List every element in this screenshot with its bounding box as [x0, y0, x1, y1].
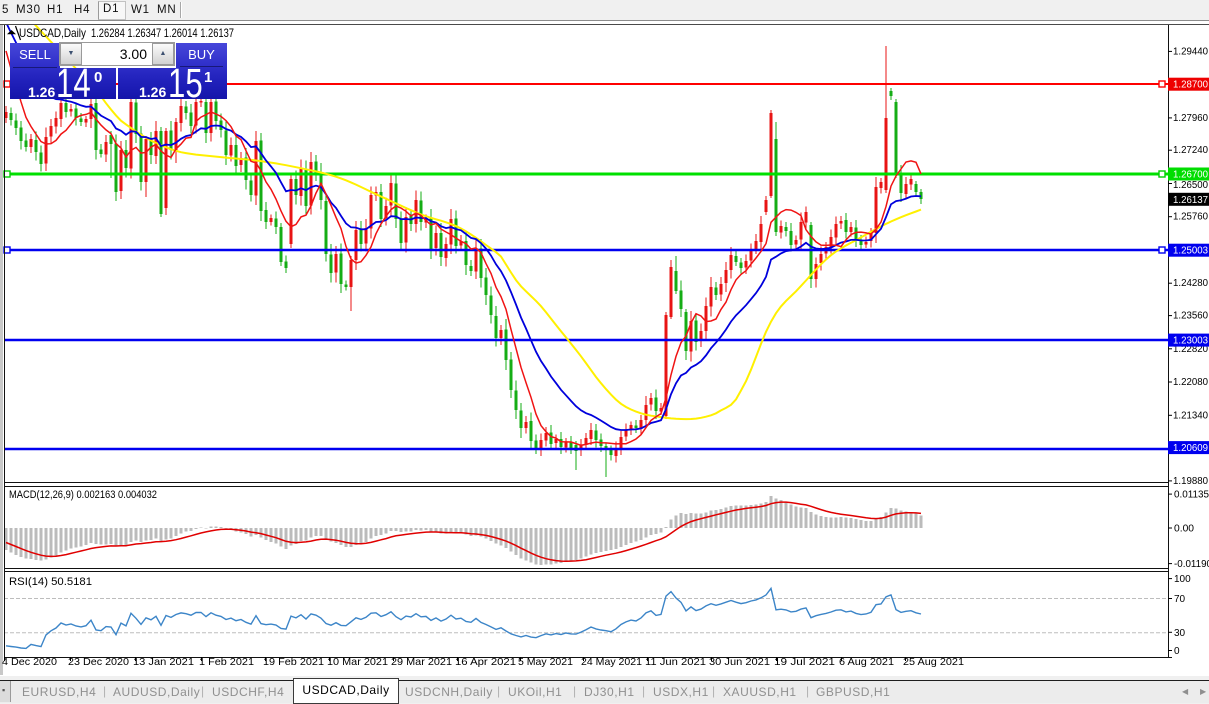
svg-text:MACD(12,26,9) 0.002163 0.00403: MACD(12,26,9) 0.002163 0.004032	[9, 489, 157, 501]
svg-text:11 Jun 2021: 11 Jun 2021	[645, 656, 706, 668]
svg-text:1.27240: 1.27240	[1173, 145, 1208, 156]
svg-text:13 Jan 2021: 13 Jan 2021	[133, 656, 194, 668]
svg-text:1.24280: 1.24280	[1173, 278, 1208, 289]
svg-text:1.28700: 1.28700	[1173, 80, 1208, 91]
svg-text:4 Dec 2020: 4 Dec 2020	[2, 656, 57, 668]
svg-text:19 Jul 2021: 19 Jul 2021	[774, 656, 835, 668]
svg-text:100: 100	[1174, 574, 1191, 585]
svg-text:1.19880: 1.19880	[1173, 476, 1208, 487]
svg-text:1.20609: 1.20609	[1173, 443, 1208, 454]
svg-text:1.26284 1.26347 1.26014 1.2613: 1.26284 1.26347 1.26014 1.26137	[91, 26, 234, 40]
svg-text:29 Mar 2021: 29 Mar 2021	[391, 656, 452, 668]
svg-text:24 May 2021: 24 May 2021	[581, 656, 642, 668]
svg-text:1.23560: 1.23560	[1173, 311, 1208, 322]
svg-text:70: 70	[1174, 594, 1186, 605]
svg-text:0.01135: 0.01135	[1174, 490, 1209, 501]
svg-text:23 Dec 2020: 23 Dec 2020	[68, 656, 129, 668]
svg-text:0: 0	[1174, 646, 1180, 657]
svg-text:1 Feb 2021: 1 Feb 2021	[199, 656, 254, 668]
svg-text:1.25003: 1.25003	[1173, 246, 1208, 257]
svg-text:1.27960: 1.27960	[1173, 113, 1208, 124]
svg-text:1.23003: 1.23003	[1173, 336, 1208, 347]
svg-text:6 Aug 2021: 6 Aug 2021	[839, 656, 894, 668]
svg-text:1.26700: 1.26700	[1173, 170, 1208, 181]
svg-text:30: 30	[1174, 628, 1186, 639]
svg-text:-0.01190: -0.01190	[1174, 559, 1209, 570]
svg-text:16 Apr 2021: 16 Apr 2021	[455, 656, 516, 668]
svg-text:1.21340: 1.21340	[1173, 410, 1208, 421]
svg-text:1.22080: 1.22080	[1173, 377, 1208, 388]
svg-text:10 Mar 2021: 10 Mar 2021	[327, 656, 388, 668]
svg-text:1.25760: 1.25760	[1173, 212, 1208, 223]
svg-text:0.00: 0.00	[1174, 524, 1194, 535]
svg-text:1.29440: 1.29440	[1173, 46, 1208, 57]
svg-text:1.26500: 1.26500	[1173, 180, 1208, 191]
svg-text:5 May 2021: 5 May 2021	[518, 656, 573, 668]
svg-text:30 Jun 2021: 30 Jun 2021	[709, 656, 770, 668]
svg-text:25 Aug 2021: 25 Aug 2021	[903, 656, 964, 668]
svg-text:1.26137: 1.26137	[1173, 195, 1208, 206]
svg-text:19 Feb 2021: 19 Feb 2021	[263, 656, 324, 668]
svg-text:1.22820: 1.22820	[1173, 344, 1208, 355]
svg-text:RSI(14) 50.5181: RSI(14) 50.5181	[9, 576, 92, 588]
svg-text:USDCAD,Daily: USDCAD,Daily	[19, 26, 86, 40]
